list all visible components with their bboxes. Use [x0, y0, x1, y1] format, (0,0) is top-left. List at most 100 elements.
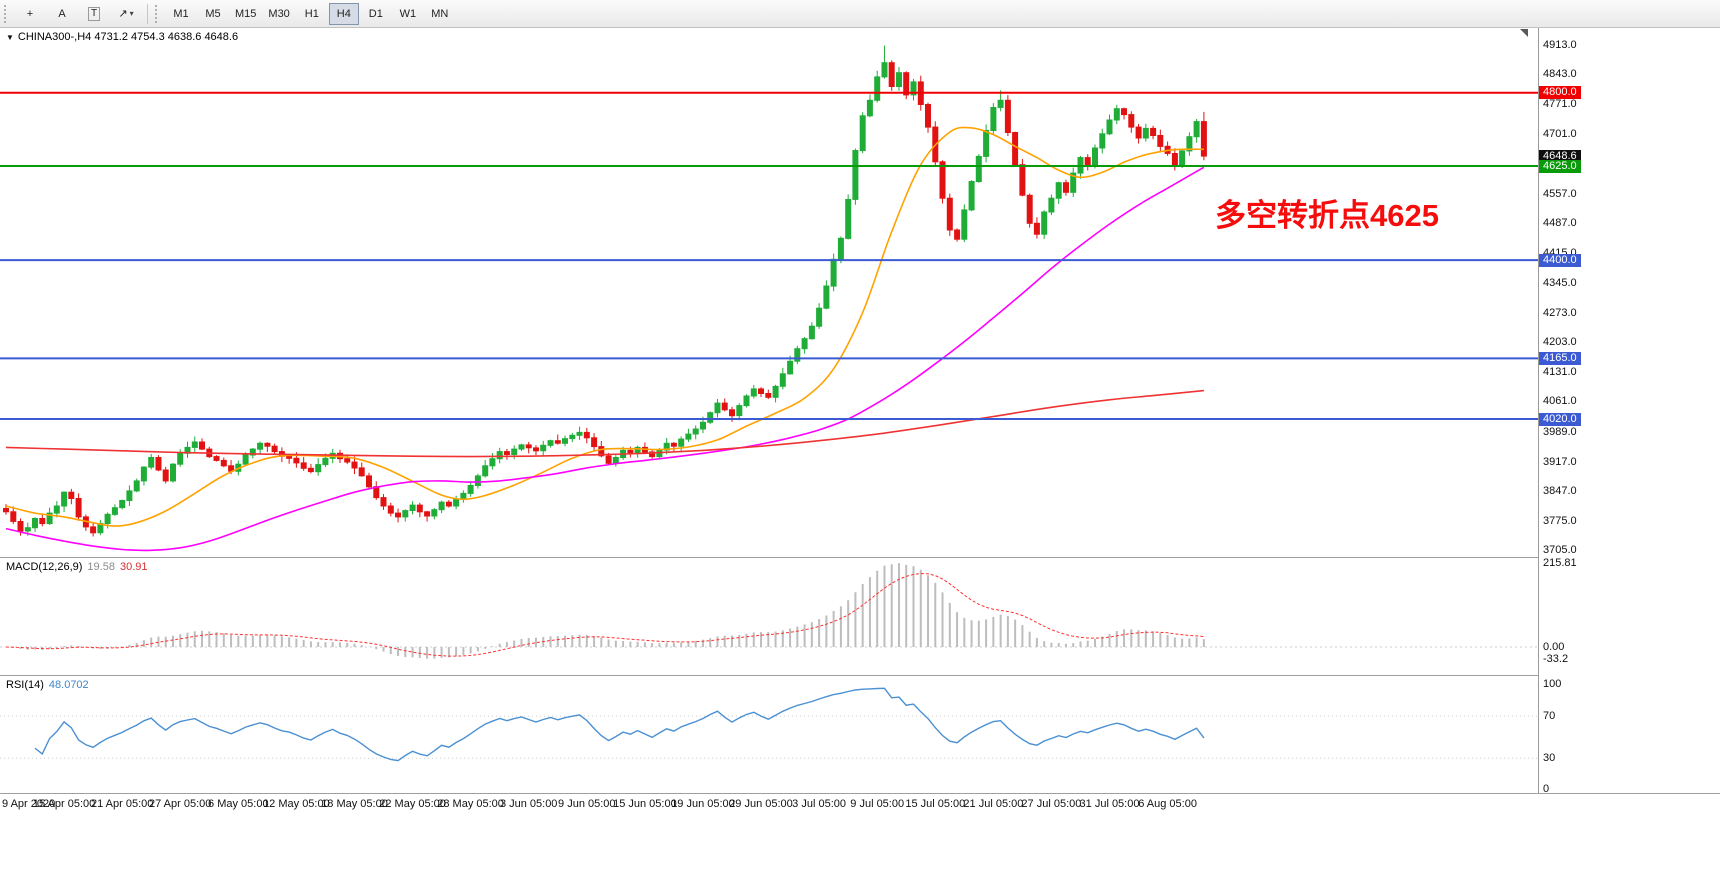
candle-body: [779, 373, 786, 387]
candle-body: [460, 492, 467, 500]
candle-body: [518, 444, 525, 450]
timeframe-button-w1[interactable]: W1: [399, 7, 417, 20]
chart-shift-marker[interactable]: [1520, 29, 1528, 37]
candle-body: [402, 510, 409, 518]
candle-body: [300, 462, 307, 469]
text-tool-button[interactable]: T: [79, 3, 109, 25]
candle-body: [68, 491, 75, 500]
candle-body: [554, 440, 561, 444]
pane-separator[interactable]: [0, 675, 1720, 676]
candle-body: [1048, 197, 1055, 213]
price-axis-label: 4843.0: [1543, 68, 1577, 81]
main-price-pane[interactable]: [0, 28, 1538, 557]
timeframe-button-d1[interactable]: D1: [368, 7, 383, 20]
candle-body: [32, 518, 38, 529]
candle-body: [424, 511, 431, 517]
time-axis-label: 27 Jul 05:00: [1021, 798, 1082, 810]
candle-body: [562, 438, 568, 444]
text-label-tool-button[interactable]: A: [47, 3, 77, 25]
annotation-text[interactable]: 多空转折点4625: [1215, 198, 1439, 233]
time-axis-label: 21 Jul 05:00: [963, 798, 1024, 810]
time-axis-label: 15 Apr 05:00: [32, 798, 96, 810]
candle-body: [482, 465, 489, 477]
timeframe-button-mn[interactable]: MN: [431, 7, 449, 20]
candle-body: [496, 451, 503, 460]
price-axis[interactable]: 4913.0 4843.0 4771.0 4701.0 4557.0 4487.0 4415…: [1538, 28, 1720, 796]
candle-body: [191, 441, 198, 448]
candle-body: [707, 412, 714, 423]
candle-body: [816, 307, 823, 327]
candle-body: [126, 490, 133, 501]
candle-body: [438, 501, 445, 511]
candle-body: [24, 527, 31, 532]
candle-body: [249, 448, 256, 456]
time-axis-label: 15 Jul 05:00: [905, 798, 966, 810]
time-axis[interactable]: 9 Apr 2020 15 Apr 05:00 21 Apr 05:00 27 Apr…: [0, 793, 1720, 816]
candle-body: [46, 512, 53, 525]
candle-body: [1135, 126, 1142, 139]
candle-body: [714, 402, 721, 414]
candle-body: [605, 455, 612, 464]
macd-axis-label: 0.00: [1543, 640, 1565, 653]
time-axis-label: 31 Jul 05:00: [1079, 798, 1140, 810]
toolbar-grip[interactable]: [4, 4, 10, 23]
chart-dropdown-icon[interactable]: ▼: [6, 33, 14, 42]
candle-body: [474, 475, 481, 486]
candle-body: [39, 518, 46, 524]
candle-body: [257, 442, 264, 450]
time-axis-label: 27 Apr 05:00: [148, 798, 212, 810]
candle-body: [10, 511, 17, 522]
time-axis-label: 21 Apr 05:00: [90, 798, 154, 810]
timeframe-button-h4[interactable]: H4: [328, 2, 359, 25]
candle-body: [837, 237, 844, 260]
timeframe-button-h1[interactable]: H1: [304, 7, 319, 20]
candle-body: [925, 104, 931, 128]
price-axis-label: 4771.0: [1543, 98, 1577, 111]
candle-body: [17, 521, 24, 532]
arrow-shapes-tool-button[interactable]: ↗ ▾: [111, 3, 141, 25]
candle-body: [271, 445, 278, 453]
candle-body: [758, 388, 764, 394]
toolbar-grip[interactable]: [155, 4, 161, 23]
candle-body: [416, 504, 423, 513]
candle-body: [1193, 121, 1200, 138]
candle-body: [852, 150, 859, 200]
candle-body: [111, 507, 118, 515]
price-badge-4800.0: 4800.0: [1539, 86, 1581, 100]
candle-body: [293, 457, 300, 464]
macd-value: 19.58: [87, 561, 115, 573]
candle-body: [170, 463, 176, 482]
toolbar: + A T ↗ ▾ M1 M5 M15 M30 H1 H4 D1 W1 MN: [0, 0, 1720, 28]
candle-body: [177, 452, 184, 465]
candle-body: [467, 485, 474, 494]
price-axis-label: 4415.0: [1543, 248, 1577, 259]
candle-body: [961, 209, 968, 240]
time-axis-label: 18 May 05:00: [321, 798, 388, 810]
rsi-pane[interactable]: [0, 676, 1538, 793]
timeframe-button-m1[interactable]: M1: [173, 7, 189, 20]
macd-axis-label: -33.2: [1543, 653, 1569, 666]
macd-pane[interactable]: [0, 558, 1538, 675]
price-badge-4165.0: 4165.0: [1539, 351, 1581, 365]
candle-body: [823, 285, 830, 309]
candle-body: [387, 505, 394, 514]
price-axis-label: 4557.0: [1543, 187, 1577, 200]
candle-body: [409, 504, 416, 512]
timeframe-button-m5[interactable]: M5: [205, 7, 221, 20]
timeframe-button-m30[interactable]: M30: [268, 7, 290, 20]
text-tool-icon: T: [87, 6, 101, 21]
time-axis-label: 9 Apr 2020: [2, 798, 56, 810]
price-axis-label: 3917.0: [1543, 455, 1577, 468]
rsi-axis-label: 0: [1543, 783, 1550, 796]
candle-body: [1084, 157, 1091, 166]
candle-body: [874, 76, 881, 101]
candle-body: [533, 447, 539, 452]
timeframe-button-m15[interactable]: M15: [235, 7, 257, 20]
candle-body: [1128, 114, 1135, 128]
crosshair-tool-button[interactable]: +: [15, 3, 45, 25]
candle-body: [380, 497, 387, 507]
pane-separator[interactable]: [0, 557, 1720, 558]
candle-body: [1004, 99, 1011, 134]
time-axis-label: 28 May 05:00: [437, 798, 504, 810]
